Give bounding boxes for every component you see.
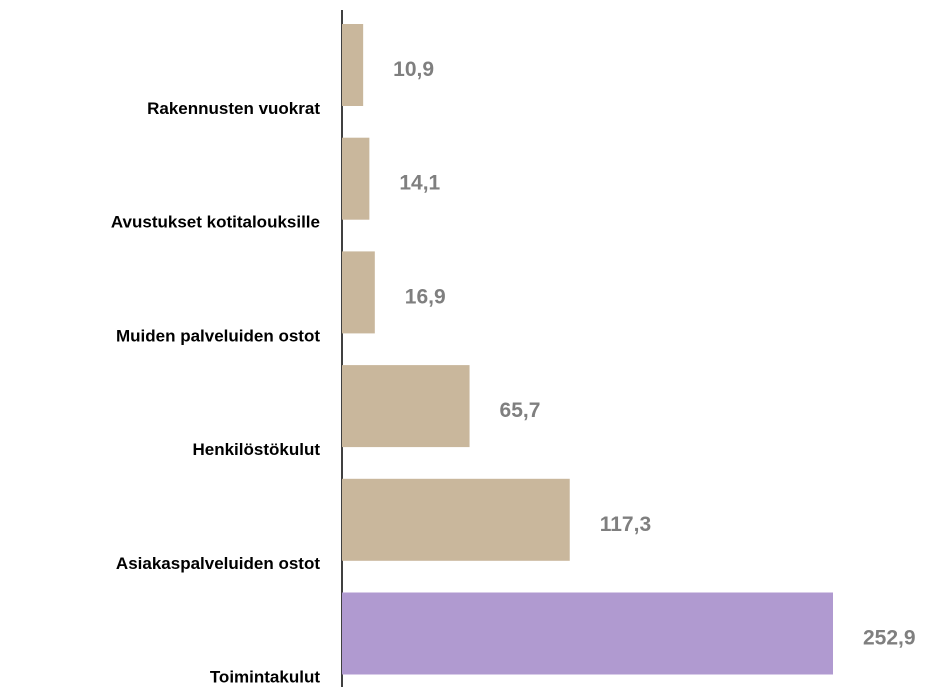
value-label: 252,9: [863, 627, 916, 650]
category-label: Rakennusten vuokrat: [147, 99, 320, 118]
value-label: 117,3: [600, 513, 651, 536]
bar: [342, 478, 570, 561]
category-label: Henkilöstökulut: [192, 440, 320, 459]
value-label: 65,7: [500, 399, 541, 422]
value-label: 10,9: [393, 58, 434, 81]
category-label: Toimintakulut: [210, 668, 321, 687]
value-label: 14,1: [399, 172, 440, 195]
category-label: Muiden palveluiden ostot: [116, 326, 320, 345]
category-label: Asiakaspalveluiden ostot: [116, 554, 320, 573]
category-label: Avustukset kotitalouksille: [111, 213, 320, 232]
value-label: 16,9: [405, 285, 446, 308]
bar: [342, 592, 833, 675]
bar: [342, 24, 364, 106]
bar: [342, 365, 470, 448]
bar: [342, 137, 370, 220]
bar: [342, 251, 375, 334]
